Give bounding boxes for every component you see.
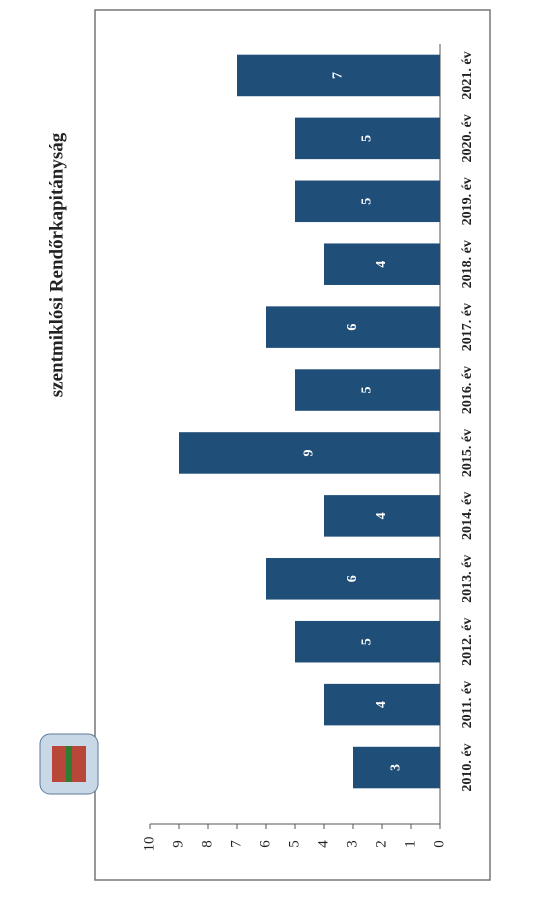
y-tick-label: 6	[257, 840, 273, 848]
bar	[266, 306, 440, 348]
data-label: 5	[360, 135, 375, 142]
bar	[237, 54, 440, 97]
x-tick-label: 2020. év	[460, 114, 475, 162]
logo	[39, 733, 99, 795]
data-label: 5	[360, 638, 375, 645]
bar	[266, 558, 440, 600]
data-label: 6	[345, 575, 360, 582]
bar	[295, 180, 440, 223]
y-tick-label: 1	[402, 840, 418, 848]
y-tick-label: 8	[199, 840, 215, 848]
data-label: 6	[345, 324, 360, 331]
data-label: 4	[374, 512, 389, 519]
x-tick-label: 2017. év	[460, 303, 475, 351]
data-label: 4	[374, 701, 389, 708]
bar	[295, 369, 440, 411]
y-tick-label: 2	[373, 840, 389, 848]
x-tick-label: 2014. év	[460, 492, 475, 540]
x-tick-label: 2018. év	[460, 240, 475, 288]
y-tick-label: 4	[315, 840, 331, 848]
data-label: 5	[360, 387, 375, 394]
x-tick-label: 2012. év	[460, 618, 475, 666]
bar	[295, 117, 440, 160]
data-label: 4	[374, 261, 389, 268]
bar	[353, 746, 440, 789]
data-label: 5	[360, 198, 375, 205]
data-label: 9	[302, 449, 317, 456]
rotated-chart: szentmiklósi Rendőrkapitányság 0 1 2 3 4 5 6 7 8…	[39, 9, 491, 881]
bar	[295, 620, 440, 663]
bar	[324, 495, 440, 537]
x-tick-label: 2019. év	[460, 177, 475, 225]
data-label: 3	[389, 764, 404, 771]
x-tick-label: 2016. év	[460, 366, 475, 414]
x-tick-label: 2021. év	[460, 51, 475, 99]
x-tick-label: 2013. év	[460, 555, 475, 603]
bar	[179, 432, 440, 474]
data-label: 7	[331, 72, 346, 79]
y-tick-label: 10	[141, 837, 157, 852]
bar	[324, 243, 440, 285]
y-tick-label: 9	[170, 840, 186, 848]
y-tick-label: 5	[286, 840, 302, 848]
y-tick-label: 0	[431, 840, 447, 848]
x-tick-label: 2015. év	[460, 429, 475, 477]
x-tick-label: 2010. év	[460, 743, 475, 791]
x-tick-label: 2011. év	[460, 681, 475, 728]
y-tick-label: 7	[228, 840, 244, 848]
chart-subtitle: szentmiklósi Rendőrkapitányság	[46, 132, 67, 397]
y-tick-label: 3	[344, 840, 360, 848]
bar	[324, 683, 440, 726]
